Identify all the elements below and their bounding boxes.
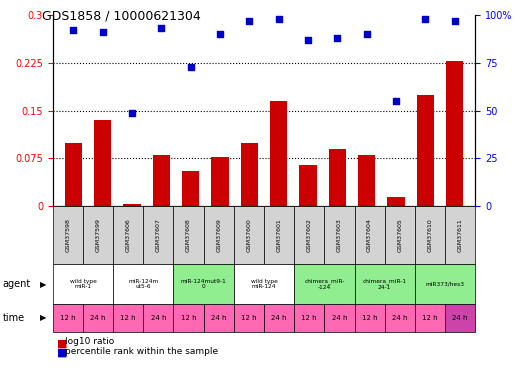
Point	[216, 31, 224, 37]
Text: chimera_miR-1
24-1: chimera_miR-1 24-1	[363, 278, 407, 290]
Text: ▶: ▶	[40, 280, 46, 289]
Point	[275, 16, 283, 22]
Bar	[358, 155, 375, 206]
Text: time: time	[3, 313, 25, 323]
Bar	[241, 142, 258, 206]
Text: 24 h: 24 h	[332, 315, 347, 321]
Bar	[211, 156, 229, 206]
Text: GSM37604: GSM37604	[367, 218, 372, 252]
Text: GSM37605: GSM37605	[397, 218, 402, 252]
Point	[69, 27, 78, 33]
Point	[421, 16, 430, 22]
Bar	[64, 142, 82, 206]
Text: GSM37610: GSM37610	[428, 218, 432, 252]
Text: wild type
miR-1: wild type miR-1	[70, 279, 97, 290]
Text: ▶: ▶	[40, 313, 46, 322]
Text: GSM37611: GSM37611	[458, 218, 463, 252]
Text: log10 ratio: log10 ratio	[65, 338, 114, 346]
Text: 12 h: 12 h	[120, 315, 136, 321]
Text: GSM37601: GSM37601	[277, 218, 281, 252]
Text: 24 h: 24 h	[392, 315, 408, 321]
Text: 12 h: 12 h	[60, 315, 76, 321]
Point	[450, 18, 459, 24]
Text: GSM37608: GSM37608	[186, 218, 191, 252]
Text: agent: agent	[3, 279, 31, 289]
Text: wild type
miR-124: wild type miR-124	[251, 279, 277, 290]
Bar	[123, 204, 141, 206]
Text: 24 h: 24 h	[90, 315, 106, 321]
Text: GDS1858 / 10000621304: GDS1858 / 10000621304	[42, 9, 201, 22]
Text: GSM37607: GSM37607	[156, 218, 161, 252]
Point	[333, 35, 342, 41]
Point	[98, 29, 107, 35]
Bar	[299, 165, 317, 206]
Bar	[182, 171, 200, 206]
Text: 12 h: 12 h	[362, 315, 378, 321]
Text: GSM37609: GSM37609	[216, 218, 221, 252]
Bar	[153, 155, 170, 206]
Text: GSM37599: GSM37599	[96, 218, 100, 252]
Bar	[328, 149, 346, 206]
Text: miR-124m
ut5-6: miR-124m ut5-6	[128, 279, 158, 290]
Text: 12 h: 12 h	[181, 315, 196, 321]
Text: GSM37598: GSM37598	[65, 218, 70, 252]
Text: 24 h: 24 h	[452, 315, 468, 321]
Text: GSM37600: GSM37600	[247, 218, 251, 252]
Point	[128, 110, 136, 116]
Text: 12 h: 12 h	[422, 315, 438, 321]
Bar	[270, 101, 287, 206]
Text: ■: ■	[57, 348, 68, 358]
Point	[392, 98, 400, 104]
Text: chimera_miR-
-124: chimera_miR- -124	[304, 278, 345, 290]
Text: percentile rank within the sample: percentile rank within the sample	[65, 347, 218, 356]
Bar	[446, 61, 464, 206]
Bar	[387, 196, 405, 206]
Point	[362, 31, 371, 37]
Text: GSM37602: GSM37602	[307, 218, 312, 252]
Text: miR-124mut9-1
0: miR-124mut9-1 0	[181, 279, 227, 290]
Point	[245, 18, 253, 24]
Text: 12 h: 12 h	[241, 315, 257, 321]
Text: miR373/hes3: miR373/hes3	[426, 282, 465, 286]
Bar	[94, 120, 111, 206]
Text: 24 h: 24 h	[211, 315, 227, 321]
Text: ■: ■	[57, 338, 68, 348]
Text: GSM37606: GSM37606	[126, 218, 131, 252]
Point	[186, 64, 195, 70]
Text: GSM37603: GSM37603	[337, 218, 342, 252]
Bar	[417, 95, 434, 206]
Point	[304, 37, 312, 43]
Text: 12 h: 12 h	[301, 315, 317, 321]
Point	[157, 26, 166, 32]
Text: 24 h: 24 h	[271, 315, 287, 321]
Text: 24 h: 24 h	[150, 315, 166, 321]
